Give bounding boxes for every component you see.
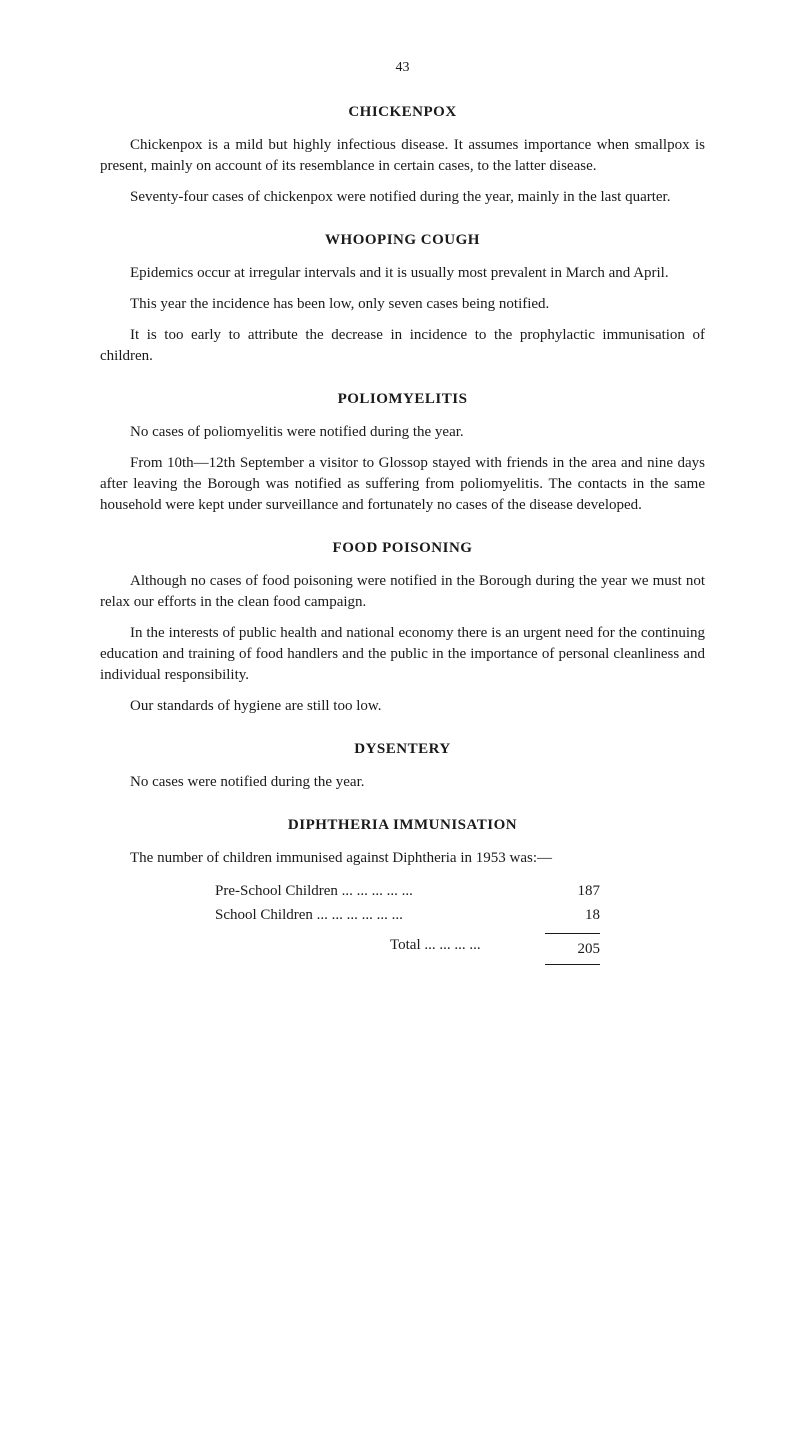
paragraph-text: The number of children immunised against… <box>100 848 705 869</box>
table-total-label: Total ... ... ... ... <box>215 933 545 965</box>
heading-chickenpox: CHICKENPOX <box>100 104 705 121</box>
paragraph-text: Although no cases of food poisoning were… <box>100 571 705 613</box>
paragraph-text: It is too early to attribute the decreas… <box>100 325 705 367</box>
heading-dysentery: DYSENTERY <box>100 741 705 758</box>
table-value: 187 <box>545 879 600 903</box>
paragraph-text: No cases of poliomyelitis were notified … <box>100 422 705 443</box>
heading-poliomyelitis: POLIOMYELITIS <box>100 391 705 408</box>
paragraph-text: Seventy-four cases of chickenpox were no… <box>100 187 705 208</box>
paragraph-text: In the interests of public health and na… <box>100 623 705 686</box>
table-total-value: 205 <box>545 933 600 965</box>
table-row: School Children ... ... ... ... ... ... … <box>215 903 705 927</box>
heading-food-poisoning: FOOD POISONING <box>100 540 705 557</box>
immunisation-table: Pre-School Children ... ... ... ... ... … <box>215 879 705 965</box>
table-label: Pre-School Children ... ... ... ... ... <box>215 879 545 903</box>
paragraph-text: Our standards of hygiene are still too l… <box>100 696 705 717</box>
table-value: 18 <box>545 903 600 927</box>
paragraph-text: This year the incidence has been low, on… <box>100 294 705 315</box>
heading-diphtheria: DIPHTHERIA IMMUNISATION <box>100 817 705 834</box>
paragraph-text: No cases were notified during the year. <box>100 772 705 793</box>
table-total-row: Total ... ... ... ... 205 <box>215 933 705 965</box>
paragraph-text: Epidemics occur at irregular intervals a… <box>100 263 705 284</box>
paragraph-text: Chickenpox is a mild but highly infectio… <box>100 135 705 177</box>
paragraph-text: From 10th—12th September a visitor to Gl… <box>100 453 705 516</box>
table-row: Pre-School Children ... ... ... ... ... … <box>215 879 705 903</box>
heading-whooping-cough: WHOOPING COUGH <box>100 232 705 249</box>
table-label: School Children ... ... ... ... ... ... <box>215 903 545 927</box>
page-number: 43 <box>100 60 705 76</box>
